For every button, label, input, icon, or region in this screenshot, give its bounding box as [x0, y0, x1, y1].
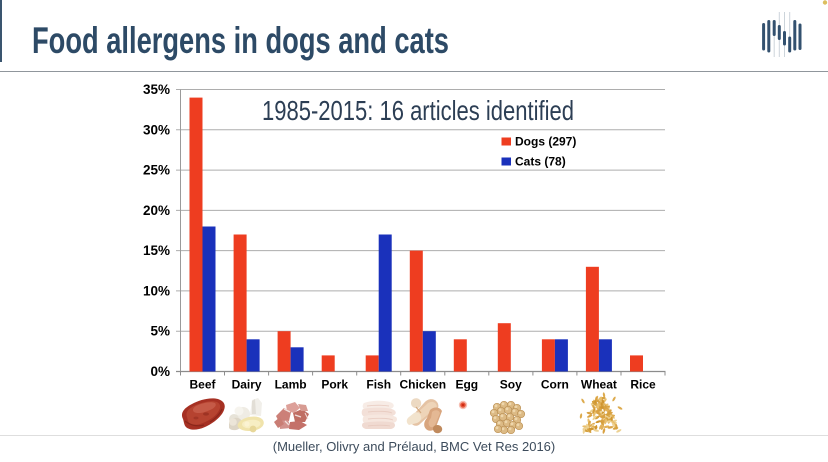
svg-text:Cats (78): Cats (78) — [515, 155, 566, 169]
svg-text:Egg: Egg — [455, 378, 478, 392]
svg-text:Dogs (297): Dogs (297) — [515, 135, 576, 149]
svg-text:Lamb: Lamb — [275, 378, 307, 392]
svg-text:30%: 30% — [143, 122, 170, 137]
svg-text:Pork: Pork — [321, 378, 348, 392]
svg-text:5%: 5% — [150, 324, 170, 339]
svg-text:Corn: Corn — [541, 378, 569, 392]
svg-text:Rice: Rice — [630, 378, 656, 392]
svg-text:35%: 35% — [143, 82, 170, 97]
svg-text:Fish: Fish — [366, 378, 391, 392]
svg-text:25%: 25% — [143, 163, 170, 178]
svg-text:20%: 20% — [143, 203, 170, 218]
svg-text:15%: 15% — [143, 243, 170, 258]
svg-text:Beef: Beef — [189, 378, 216, 392]
svg-text:Chicken: Chicken — [399, 378, 446, 392]
svg-text:Wheat: Wheat — [581, 378, 617, 392]
svg-text:10%: 10% — [143, 283, 170, 298]
svg-text:Soy: Soy — [500, 378, 522, 392]
svg-text:0%: 0% — [150, 364, 170, 379]
svg-text:Dairy: Dairy — [232, 378, 262, 392]
